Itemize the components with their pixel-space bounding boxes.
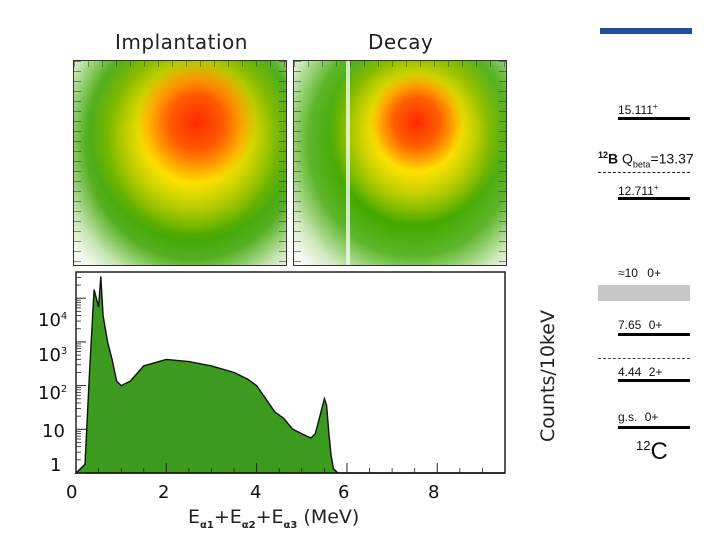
x-tick-label-0: 0 xyxy=(66,482,78,503)
level-label-15111: 15.111+ xyxy=(618,102,658,117)
decay-heatmap xyxy=(293,60,507,266)
decay-stripe xyxy=(346,61,350,265)
beta-q-label: 12B Qbeta=13.37 xyxy=(598,150,694,170)
level-label-10: ≈10 0+ xyxy=(618,266,661,280)
level-line-765 xyxy=(618,333,690,336)
level-line-444 xyxy=(618,379,690,382)
y-axis-label: Counts/10keV xyxy=(537,310,559,442)
spectrum-series-group xyxy=(74,276,505,474)
implantation-heatmap xyxy=(73,60,287,266)
y-tick-label-1: 1 xyxy=(50,455,62,476)
level-label-765: 7.65 0+ xyxy=(618,318,663,332)
level-label-444: 4.44 2+ xyxy=(618,365,663,379)
x-tick-label-8: 8 xyxy=(428,482,440,503)
level-label-12711: 12.711+ xyxy=(618,183,659,198)
x-tick-label-4: 4 xyxy=(250,482,262,503)
y-tick-marks xyxy=(76,276,86,474)
q-value-dashed-line xyxy=(598,172,690,173)
x-tick-marks xyxy=(75,463,506,473)
neutron-threshold-dashed-line xyxy=(598,358,690,359)
level-label-gs: g.s. 0+ xyxy=(618,410,659,424)
level-line-15111 xyxy=(618,117,690,120)
y-tick-label-10: 10 xyxy=(42,421,65,442)
nucleus-title: 12C xyxy=(636,438,668,465)
header-accent-bar xyxy=(600,28,692,34)
decay-title: Decay xyxy=(368,30,434,54)
x-tick-label-6: 6 xyxy=(338,482,350,503)
implantation-title: Implantation xyxy=(115,30,248,54)
y-tick-label-1000: 103 xyxy=(38,345,68,366)
x-tick-label-2: 2 xyxy=(158,482,170,503)
spectrum-area-spectrum xyxy=(74,276,505,474)
level-line-12711 xyxy=(618,197,690,200)
y-tick-label-10000: 104 xyxy=(38,310,68,331)
y-tick-label-100: 102 xyxy=(38,383,68,404)
level-band xyxy=(598,285,690,301)
x-axis-label: Eα1+Eα2+Eα3 (MeV) xyxy=(188,506,360,531)
level-line-gs xyxy=(618,426,690,429)
